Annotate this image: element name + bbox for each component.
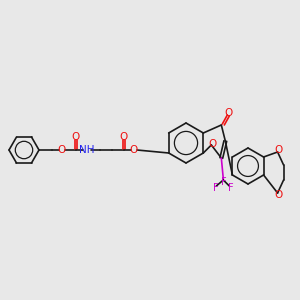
Text: O: O (274, 190, 283, 200)
Text: O: O (58, 145, 66, 155)
Text: F: F (220, 177, 226, 187)
Text: O: O (224, 108, 232, 118)
Text: O: O (274, 145, 283, 155)
Text: O: O (208, 139, 216, 149)
Text: F: F (227, 183, 233, 193)
Text: NH: NH (79, 145, 95, 155)
Text: F: F (212, 183, 218, 193)
Text: O: O (72, 132, 80, 142)
Text: O: O (120, 132, 128, 142)
Text: O: O (130, 145, 138, 155)
